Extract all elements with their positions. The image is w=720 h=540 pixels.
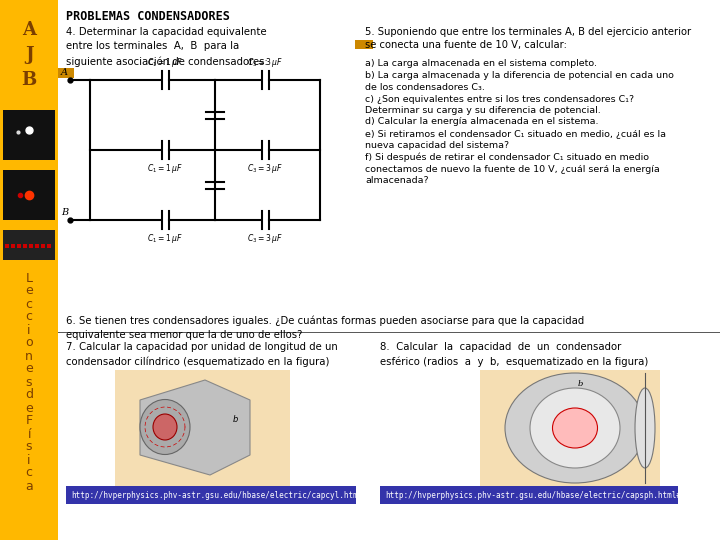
Ellipse shape: [153, 414, 177, 440]
Text: c) ¿Son equivalentes entre si los tres condensadores C₁?
Determinar su carga y s: c) ¿Son equivalentes entre si los tres c…: [365, 94, 634, 115]
Bar: [380, 486, 678, 504]
Ellipse shape: [552, 408, 598, 448]
Text: PROBLEMAS CONDENSADORES: PROBLEMAS CONDENSADORES: [66, 10, 230, 23]
Text: $C_3 = 3\,\mu F$: $C_3 = 3\,\mu F$: [247, 232, 283, 245]
Text: o: o: [25, 336, 33, 349]
Text: s: s: [26, 375, 32, 388]
Text: F: F: [25, 415, 32, 428]
Text: d) Calcular la energía almacenada en el sistema.: d) Calcular la energía almacenada en el …: [365, 118, 598, 126]
Text: c: c: [25, 310, 32, 323]
Bar: [115, 370, 290, 490]
Bar: [23, 244, 27, 248]
Text: c: c: [25, 298, 32, 310]
Text: c: c: [25, 467, 32, 480]
Ellipse shape: [505, 373, 645, 483]
Text: B: B: [22, 71, 37, 89]
Ellipse shape: [635, 388, 655, 468]
Text: $C_1 = 1\,\mu F$: $C_1 = 1\,\mu F$: [147, 162, 183, 175]
Text: i: i: [27, 454, 31, 467]
Polygon shape: [140, 380, 250, 475]
Bar: [29, 244, 33, 248]
Text: A: A: [61, 68, 68, 77]
Bar: [3, 230, 55, 260]
Text: e: e: [25, 362, 33, 375]
Bar: [58, 68, 74, 78]
Text: L: L: [25, 272, 32, 285]
Text: $C_3 = 3\,\mu F$: $C_3 = 3\,\mu F$: [247, 56, 283, 69]
Text: í: í: [27, 428, 31, 441]
Text: b: b: [577, 380, 582, 388]
Text: e) Si retiramos el condensador C₁ situado en medio, ¿cuál es la
nueva capacidad : e) Si retiramos el condensador C₁ situad…: [365, 130, 666, 151]
Bar: [0, 0, 58, 540]
Bar: [35, 244, 39, 248]
Text: J: J: [24, 46, 33, 64]
Text: 7. Calcular la capacidad por unidad de longitud de un
condensador cilíndrico (es: 7. Calcular la capacidad por unidad de l…: [66, 342, 338, 367]
Bar: [66, 486, 356, 504]
Text: 8.  Calcular  la  capacidad  de  un  condensador
esférico (radios  a  y  b,  esq: 8. Calcular la capacidad de un condensad…: [380, 342, 649, 367]
Bar: [11, 244, 15, 248]
Text: $C_3 = 3\,\mu F$: $C_3 = 3\,\mu F$: [247, 162, 283, 175]
Bar: [17, 244, 21, 248]
Bar: [3, 110, 55, 160]
Text: e: e: [25, 402, 33, 415]
Bar: [3, 170, 55, 220]
Text: 6. Se tienen tres condensadores iguales. ¿De cuántas formas pueden asociarse par: 6. Se tienen tres condensadores iguales.…: [66, 315, 584, 340]
Text: $C_1 = 1\,\mu F$: $C_1 = 1\,\mu F$: [147, 232, 183, 245]
Bar: [41, 244, 45, 248]
Text: b) La carga almacenada y la diferencia de potencial en cada uno
de los condensad: b) La carga almacenada y la diferencia d…: [365, 71, 674, 92]
Ellipse shape: [140, 400, 190, 455]
Bar: [47, 244, 51, 248]
Bar: [480, 370, 660, 490]
Bar: [355, 40, 373, 49]
Text: http://hvperphysics.phv-astr.gsu.edu/hbase/electric/capcyl.html: http://hvperphysics.phv-astr.gsu.edu/hba…: [71, 490, 362, 500]
Text: e: e: [25, 285, 33, 298]
Text: http://hvperphysics.phv-astr.gsu.edu/hbase/electric/capsph.html#c1: http://hvperphysics.phv-astr.gsu.edu/hba…: [385, 490, 690, 500]
Text: d: d: [25, 388, 33, 402]
Bar: [5, 244, 9, 248]
Text: A: A: [22, 21, 36, 39]
Text: n: n: [25, 349, 33, 362]
Text: f) Si después de retirar el condensador C₁ situado en medio
conectamos de nuevo : f) Si después de retirar el condensador …: [365, 153, 660, 185]
Text: 4. Determinar la capacidad equivalente
entre los terminales  A,  B  para la
sigu: 4. Determinar la capacidad equivalente e…: [66, 27, 268, 66]
Text: 5. Suponiendo que entre los terminales A, B del ejercicio anterior
se conecta un: 5. Suponiendo que entre los terminales A…: [365, 27, 691, 50]
Text: $C_1 = 1\,\mu F$: $C_1 = 1\,\mu F$: [147, 56, 183, 69]
Text: i: i: [27, 323, 31, 336]
Ellipse shape: [530, 388, 620, 468]
Text: a) La carga almacenada en el sistema completo.: a) La carga almacenada en el sistema com…: [365, 59, 597, 68]
Text: b: b: [233, 415, 238, 424]
Text: s: s: [26, 441, 32, 454]
Text: a: a: [25, 480, 33, 492]
Text: B: B: [61, 208, 68, 217]
